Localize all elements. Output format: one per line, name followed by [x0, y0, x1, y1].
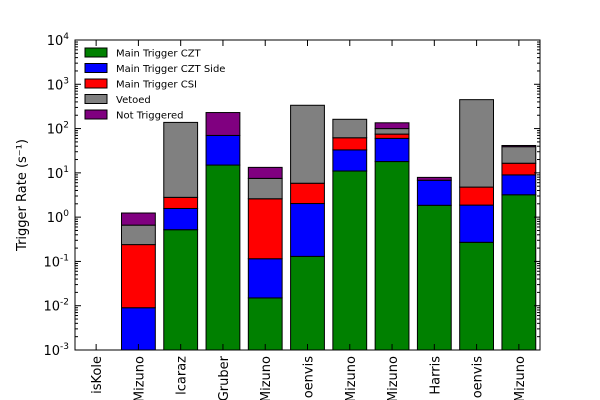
bar-segment	[290, 182, 325, 205]
bar-segment	[501, 194, 537, 351]
bar-segment	[205, 112, 241, 136]
bar-segment	[121, 212, 156, 226]
bar-segment	[459, 99, 494, 188]
legend-swatch	[84, 47, 108, 58]
x-tick-label: oenvis	[471, 356, 486, 398]
legend: Main Trigger CZT Main Trigger CZT Side Mai…	[84, 47, 225, 122]
y-tick-label: 10-1	[43, 253, 69, 270]
x-tick-label: lcaraz	[175, 356, 190, 395]
x-axis: isKole Mizuno lcaraz Gruber Mizuno oenvis Mizu…	[90, 40, 528, 400]
bar-segment	[121, 224, 156, 246]
bar-segment	[374, 133, 410, 139]
bar-segment	[374, 137, 410, 163]
y-tick-label: 10-3	[43, 342, 69, 359]
bar-segment	[247, 297, 283, 351]
bar-segment	[332, 137, 368, 151]
bar-segment	[459, 204, 494, 243]
x-tick-label: oenvis	[302, 356, 317, 398]
bar-segment	[247, 258, 283, 299]
x-tick-label: isKole	[90, 356, 105, 394]
y-tick-label: 100	[47, 209, 70, 226]
bar-segment	[501, 144, 537, 148]
bar-segment	[163, 121, 199, 198]
y-tick-label: 101	[47, 165, 69, 182]
bar-segment	[205, 164, 241, 351]
x-tick-label: Mizuno	[513, 356, 528, 400]
x-tick-label: Mizuno	[386, 356, 401, 400]
bar-segment	[459, 186, 494, 206]
bar-segment	[205, 134, 241, 166]
bar-segment	[332, 149, 368, 172]
bar-segment	[501, 174, 537, 196]
bar-segment	[121, 307, 156, 351]
bar-segment	[163, 196, 199, 209]
legend-swatch	[84, 109, 108, 120]
y-tick-label: 10-2	[43, 298, 69, 315]
bar-segment	[416, 204, 452, 351]
bar-segment	[163, 207, 199, 231]
bar-segment	[290, 255, 325, 351]
y-axis: 10-3 10-2 10-1 100 101 102 103 104	[43, 32, 540, 359]
legend-entry: Not Triggered	[116, 111, 183, 122]
y-axis-label: Trigger Rate (s⁻¹)	[15, 139, 30, 252]
bar-segment	[374, 128, 410, 135]
bar-segment	[501, 162, 537, 176]
bar-segment	[163, 229, 199, 351]
legend-entry: Main Trigger CZT Side	[116, 64, 225, 75]
x-tick-label: Gruber	[217, 355, 232, 400]
bar-segment	[332, 118, 368, 139]
legend-swatch	[84, 94, 108, 104]
y-tick-label: 102	[47, 121, 69, 138]
x-tick-label: Mizuno	[132, 356, 147, 400]
bar-segment	[374, 122, 410, 130]
legend-entry: Vetoed	[116, 95, 151, 106]
bars-layer	[121, 99, 537, 351]
bar-segment	[290, 104, 325, 184]
bar-segment	[247, 177, 283, 200]
bar-segment	[121, 244, 156, 309]
y-tick-label: 103	[47, 76, 69, 93]
bar-segment	[290, 203, 325, 257]
bar-segment	[332, 170, 368, 351]
bar-segment	[416, 176, 452, 181]
x-tick-label: Harris	[428, 356, 443, 395]
bar-segment	[501, 146, 537, 164]
legend-entry: Main Trigger CSI	[116, 80, 197, 91]
legend-entry: Main Trigger CZT	[116, 49, 202, 60]
bar-segment	[247, 166, 283, 179]
bar-segment	[247, 198, 283, 260]
bar-segment	[374, 161, 410, 351]
y-tick-label: 104	[47, 32, 70, 49]
x-tick-label: Mizuno	[259, 356, 274, 400]
legend-swatch	[84, 63, 108, 73]
x-tick-label: Mizuno	[344, 356, 359, 400]
bar-segment	[459, 241, 494, 351]
bar-segment	[416, 179, 452, 206]
legend-swatch	[84, 78, 108, 89]
